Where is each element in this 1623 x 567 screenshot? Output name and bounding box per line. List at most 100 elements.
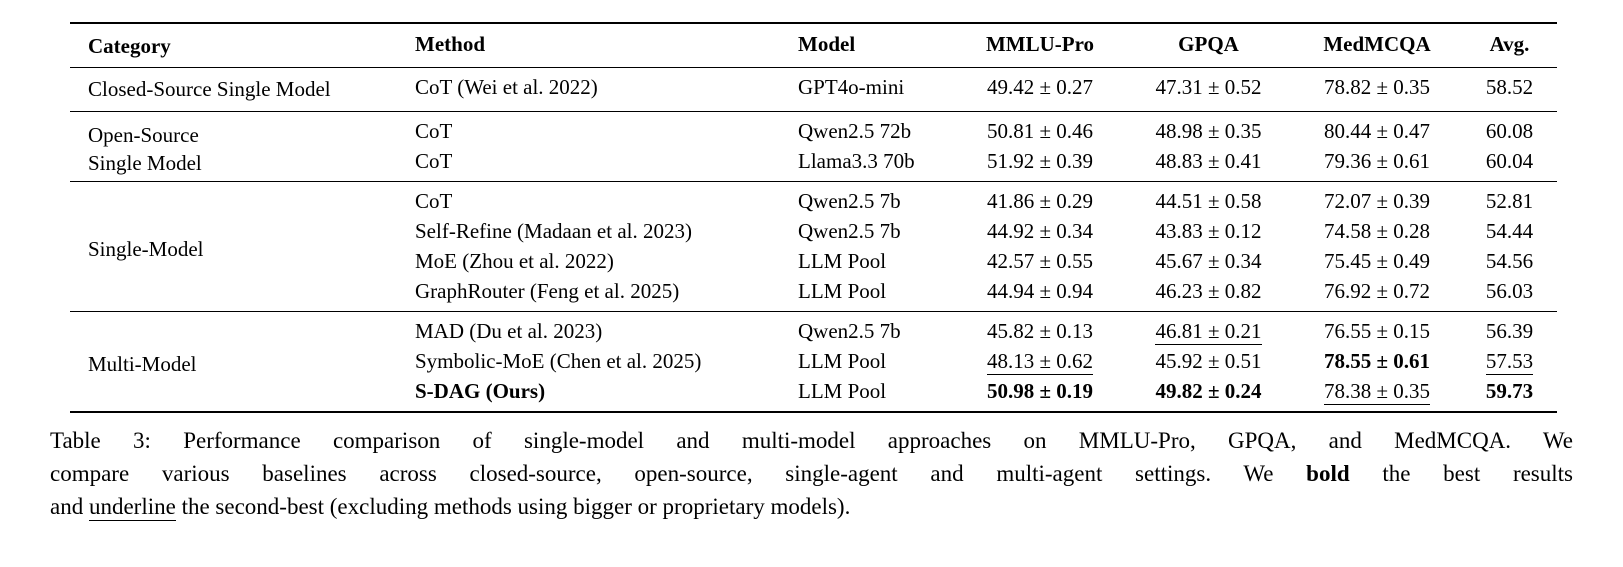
score-cell: 45.92 ± 0.51 bbox=[1125, 346, 1292, 376]
model-cell: LLM Pool bbox=[798, 249, 887, 273]
score-cell: 76.55 ± 0.15 bbox=[1292, 312, 1462, 347]
table-row: Self-Refine (Madaan et al. 2023) Qwen2.5 … bbox=[70, 216, 1557, 246]
score-cell: 48.98 ± 0.35 bbox=[1125, 112, 1292, 147]
score-value: 56.39 bbox=[1485, 319, 1534, 343]
table-row: CoT Llama3.3 70b 51.92 ± 0.39 48.83 ± 0.41 7… bbox=[70, 146, 1557, 182]
score-value: 78.82 ± 0.35 bbox=[1323, 75, 1431, 99]
score-cell: 57.53 bbox=[1462, 346, 1557, 376]
score-value: 58.52 bbox=[1485, 75, 1534, 99]
score-value: 45.82 ± 0.13 bbox=[986, 319, 1094, 343]
score-cell: 49.42 ± 0.27 bbox=[955, 68, 1125, 112]
method-cell: Self-Refine (Madaan et al. 2023) bbox=[415, 219, 692, 243]
table-row: Multi-Model MAD (Du et al. 2023) Qwen2.5 7… bbox=[70, 312, 1557, 376]
method-cell: CoT bbox=[415, 189, 453, 213]
method-cell: MoE (Zhou et al. 2022) bbox=[415, 249, 614, 273]
score-value: 43.83 ± 0.12 bbox=[1155, 219, 1262, 243]
method-cell: Symbolic-MoE (Chen et al. 2025) bbox=[415, 349, 702, 373]
table-row: MoE (Zhou et al. 2022) LLM Pool 42.57 ± 0.… bbox=[70, 246, 1557, 276]
category-cell: Multi-Model bbox=[88, 351, 197, 376]
score-value: 76.92 ± 0.72 bbox=[1323, 279, 1431, 303]
score-cell: 78.38 ± 0.35 bbox=[1292, 376, 1462, 412]
score-value: 75.45 ± 0.49 bbox=[1323, 249, 1431, 273]
category-cell: Single-Model bbox=[88, 236, 204, 261]
score-value: 47.31 ± 0.52 bbox=[1155, 75, 1262, 99]
score-cell: 49.82 ± 0.24 bbox=[1125, 376, 1292, 412]
model-cell: Qwen2.5 7b bbox=[798, 319, 901, 343]
score-cell: 51.92 ± 0.39 bbox=[955, 146, 1125, 182]
score-value: 48.98 ± 0.35 bbox=[1155, 119, 1262, 143]
table-caption: Table 3: Performance comparison of singl… bbox=[50, 424, 1573, 523]
score-cell: 60.04 bbox=[1462, 146, 1557, 182]
score-value: 59.73 bbox=[1485, 379, 1534, 403]
score-value: 78.55 ± 0.61 bbox=[1323, 349, 1431, 373]
score-value: 79.36 ± 0.61 bbox=[1323, 149, 1431, 173]
score-value: 50.98 ± 0.19 bbox=[986, 379, 1094, 403]
caption-text: and bbox=[50, 494, 89, 519]
score-cell: 41.86 ± 0.29 bbox=[955, 182, 1125, 217]
score-cell: 56.39 bbox=[1462, 312, 1557, 347]
method-cell: MAD (Du et al. 2023) bbox=[415, 319, 603, 343]
score-value: 80.44 ± 0.47 bbox=[1323, 119, 1431, 143]
method-cell: CoT (Wei et al. 2022) bbox=[415, 75, 598, 99]
table-row: Single-Model CoT Qwen2.5 7b 41.86 ± 0.29 44.… bbox=[70, 182, 1557, 261]
score-cell: 50.98 ± 0.19 bbox=[955, 376, 1125, 412]
caption-text: compare various baselines across closed-… bbox=[50, 461, 1307, 486]
score-cell: 50.81 ± 0.46 bbox=[955, 112, 1125, 147]
header-row: Category Method Model MMLU-Pro GPQA MedMCQA Av… bbox=[70, 23, 1557, 68]
score-value: 51.92 ± 0.39 bbox=[986, 149, 1094, 173]
score-value: 56.03 bbox=[1485, 279, 1534, 303]
score-cell: 72.07 ± 0.39 bbox=[1292, 182, 1462, 217]
score-cell: 54.56 bbox=[1462, 246, 1557, 276]
score-value: 74.58 ± 0.28 bbox=[1323, 219, 1431, 243]
method-cell: CoT bbox=[415, 149, 453, 173]
model-cell: LLM Pool bbox=[798, 279, 887, 303]
caption-underline-word: underline bbox=[88, 494, 176, 521]
model-cell: LLM Pool bbox=[798, 349, 887, 373]
score-cell: 74.58 ± 0.28 bbox=[1292, 216, 1462, 246]
score-cell: 43.83 ± 0.12 bbox=[1125, 216, 1292, 246]
score-value: 46.81 ± 0.21 bbox=[1155, 319, 1262, 345]
table-group: Single-Model CoT Qwen2.5 7b 41.86 ± 0.29 44.… bbox=[70, 182, 1557, 312]
score-cell: 48.83 ± 0.41 bbox=[1125, 146, 1292, 182]
model-cell: GPT4o-mini bbox=[798, 75, 905, 99]
category-cell: Open-Source Single Model bbox=[88, 122, 202, 175]
table-group: Closed-Source Single Model CoT (Wei et al… bbox=[70, 68, 1557, 112]
column-header-avg: Avg. bbox=[1489, 32, 1530, 56]
caption-line-1: Table 3: Performance comparison of singl… bbox=[50, 424, 1573, 457]
column-header-model: Model bbox=[798, 32, 856, 56]
score-cell: 42.57 ± 0.55 bbox=[955, 246, 1125, 276]
score-value: 42.57 ± 0.55 bbox=[986, 249, 1094, 273]
score-cell: 60.08 bbox=[1462, 112, 1557, 147]
score-value: 45.67 ± 0.34 bbox=[1155, 249, 1262, 273]
column-header-gpqa: GPQA bbox=[1178, 32, 1239, 56]
score-value: 60.08 bbox=[1485, 119, 1534, 143]
score-value: 46.23 ± 0.82 bbox=[1155, 279, 1262, 303]
score-cell: 48.13 ± 0.62 bbox=[955, 346, 1125, 376]
model-cell: Qwen2.5 72b bbox=[798, 119, 912, 143]
table-header: Category Method Model MMLU-Pro GPQA MedMCQA Av… bbox=[70, 23, 1557, 68]
score-value: 52.81 bbox=[1485, 189, 1534, 213]
score-value: 78.38 ± 0.35 bbox=[1323, 379, 1431, 405]
score-cell: 75.45 ± 0.49 bbox=[1292, 246, 1462, 276]
score-value: 48.83 ± 0.41 bbox=[1155, 149, 1262, 173]
caption-text: the second-best (excluding methods using… bbox=[175, 494, 851, 519]
model-cell: LLM Pool bbox=[798, 379, 887, 403]
caption-bold-word: bold bbox=[1306, 461, 1350, 486]
caption-line-3: and underline the second-best (excluding… bbox=[50, 490, 1573, 523]
table-group: Multi-Model MAD (Du et al. 2023) Qwen2.5 7… bbox=[70, 312, 1557, 413]
score-value: 72.07 ± 0.39 bbox=[1323, 189, 1431, 213]
score-cell: 46.81 ± 0.21 bbox=[1125, 312, 1292, 347]
score-cell: 52.81 bbox=[1462, 182, 1557, 217]
score-value: 76.55 ± 0.15 bbox=[1323, 319, 1431, 343]
score-cell: 54.44 bbox=[1462, 216, 1557, 246]
caption-line-2: compare various baselines across closed-… bbox=[50, 457, 1573, 490]
method-cell: S-DAG (Ours) bbox=[415, 379, 546, 403]
model-cell: Llama3.3 70b bbox=[798, 149, 915, 173]
score-cell: 44.94 ± 0.94 bbox=[955, 276, 1125, 312]
model-cell: Qwen2.5 7b bbox=[798, 189, 901, 213]
score-cell: 76.92 ± 0.72 bbox=[1292, 276, 1462, 312]
score-value: 60.04 bbox=[1485, 149, 1534, 173]
score-value: 41.86 ± 0.29 bbox=[986, 189, 1094, 213]
column-header-mmlu-pro: MMLU-Pro bbox=[985, 32, 1095, 56]
